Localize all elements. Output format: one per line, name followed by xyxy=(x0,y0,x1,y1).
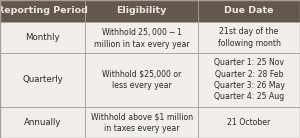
Bar xyxy=(198,22,300,53)
Text: Reporting Period: Reporting Period xyxy=(0,6,88,15)
Text: Monthly: Monthly xyxy=(26,33,60,42)
Bar xyxy=(85,53,198,107)
Text: 21st day of the
following month: 21st day of the following month xyxy=(218,27,280,48)
Bar xyxy=(85,107,198,138)
Text: Quarterly: Quarterly xyxy=(22,75,63,84)
Text: Due Date: Due Date xyxy=(224,6,274,15)
Text: Withhold $25,000-$1
million in tax every year: Withhold $25,000-$1 million in tax every… xyxy=(94,26,190,49)
Bar xyxy=(85,0,198,22)
Bar xyxy=(198,107,300,138)
Bar xyxy=(85,22,198,53)
Text: Eligibility: Eligibility xyxy=(117,6,167,15)
Text: 21 October: 21 October xyxy=(227,118,271,127)
Text: Annually: Annually xyxy=(24,118,61,127)
Bar xyxy=(0,22,85,53)
Bar xyxy=(198,0,300,22)
Bar xyxy=(198,53,300,107)
Text: Withhold above $1 million
in taxes every year: Withhold above $1 million in taxes every… xyxy=(91,112,193,133)
Bar xyxy=(0,107,85,138)
Bar xyxy=(0,53,85,107)
Bar xyxy=(0,0,85,22)
Text: Withhold $25,000 or
less every year: Withhold $25,000 or less every year xyxy=(102,70,182,90)
Text: Quarter 1: 25 Nov
Quarter 2: 28 Feb
Quarter 3: 26 May
Quarter 4: 25 Aug: Quarter 1: 25 Nov Quarter 2: 28 Feb Quar… xyxy=(214,58,284,101)
